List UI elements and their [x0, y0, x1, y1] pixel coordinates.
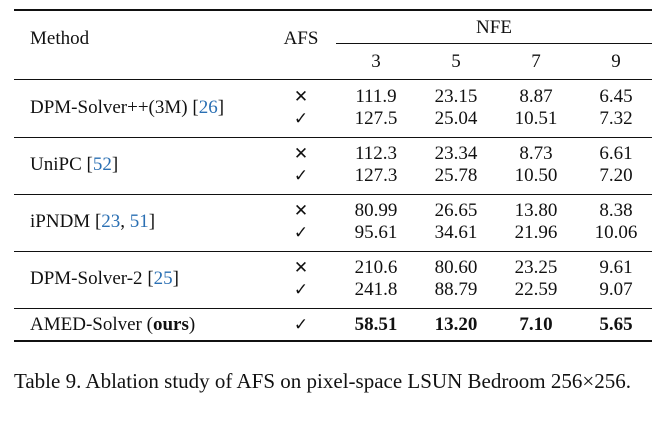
value-cell: 6.61	[599, 143, 633, 164]
value-cell: 23.25	[514, 257, 558, 278]
header-afs: AFS	[283, 28, 319, 49]
value-cell: 210.6	[354, 257, 398, 278]
method-name: AMED-Solver (ours)	[30, 314, 196, 335]
value-cell: 112.3	[354, 143, 398, 164]
value-cell: 7.32	[599, 108, 633, 129]
value-cell: 25.78	[434, 165, 478, 186]
value-cell: 241.8	[354, 279, 398, 300]
value-cell: 10.06	[594, 222, 638, 243]
value-cell: 26.65	[434, 200, 478, 221]
header-nfe-3: 3	[371, 51, 381, 72]
value-cell: 88.79	[434, 279, 478, 300]
citation-link[interactable]: 52	[92, 154, 112, 175]
table-caption: Table 9. Ablation study of AFS on pixel-…	[14, 369, 631, 393]
citation-link[interactable]: 25	[153, 268, 173, 289]
table-bottom-rule	[14, 340, 652, 342]
afs-cross-icon: ✕	[293, 87, 309, 107]
value-cell: 10.50	[514, 165, 558, 186]
value-cell: 10.51	[514, 108, 558, 129]
value-cell: 8.73	[519, 143, 553, 164]
value-cell-best: 7.10	[519, 314, 553, 335]
value-cell: 25.04	[434, 108, 478, 129]
value-cell: 127.5	[354, 108, 398, 129]
afs-check-icon: ✓	[293, 166, 309, 186]
header-nfe-9: 9	[611, 51, 621, 72]
afs-check-icon: ✓	[293, 280, 309, 300]
header-method: Method	[30, 28, 90, 49]
citation-link[interactable]: 26	[198, 97, 218, 118]
value-cell: 6.45	[599, 86, 633, 107]
value-cell: 21.96	[514, 222, 558, 243]
value-cell: 34.61	[434, 222, 478, 243]
value-cell: 23.15	[434, 86, 478, 107]
value-cell: 80.99	[354, 200, 398, 221]
group-rule	[14, 308, 652, 309]
citation-link[interactable]: 51	[129, 211, 149, 232]
value-cell: 9.61	[599, 257, 633, 278]
value-cell: 9.07	[599, 279, 633, 300]
method-name: iPNDM [23, 51]	[30, 211, 156, 232]
value-cell-best: 58.51	[354, 314, 398, 335]
method-name: UniPC [52]	[30, 154, 119, 175]
table-top-rule	[14, 9, 652, 11]
nfe-subrule	[336, 43, 652, 44]
citation-link[interactable]: 23	[101, 211, 121, 232]
group-rule	[14, 251, 652, 252]
group-rule	[14, 137, 652, 138]
value-cell: 23.34	[434, 143, 478, 164]
value-cell: 111.9	[355, 86, 397, 107]
value-cell: 8.38	[599, 200, 633, 221]
method-name: DPM-Solver++(3M) [26]	[30, 97, 225, 118]
header-rule	[14, 79, 652, 80]
header-nfe-7: 7	[531, 51, 541, 72]
group-rule	[14, 194, 652, 195]
value-cell: 22.59	[514, 279, 558, 300]
value-cell: 127.3	[354, 165, 398, 186]
afs-cross-icon: ✕	[293, 201, 309, 221]
afs-cross-icon: ✕	[293, 144, 309, 164]
afs-check-icon: ✓	[293, 223, 309, 243]
header-nfe-5: 5	[451, 51, 461, 72]
value-cell: 95.61	[354, 222, 398, 243]
value-cell: 7.20	[599, 165, 633, 186]
value-cell: 80.60	[434, 257, 478, 278]
value-cell: 8.87	[519, 86, 553, 107]
afs-cross-icon: ✕	[293, 258, 309, 278]
afs-check-icon: ✓	[293, 109, 309, 129]
method-name: DPM-Solver-2 [25]	[30, 268, 179, 289]
header-nfe: NFE	[476, 17, 512, 38]
value-cell: 13.80	[514, 200, 558, 221]
value-cell-best: 13.20	[434, 314, 478, 335]
value-cell-best: 5.65	[599, 314, 633, 335]
afs-check-icon: ✓	[293, 315, 309, 335]
